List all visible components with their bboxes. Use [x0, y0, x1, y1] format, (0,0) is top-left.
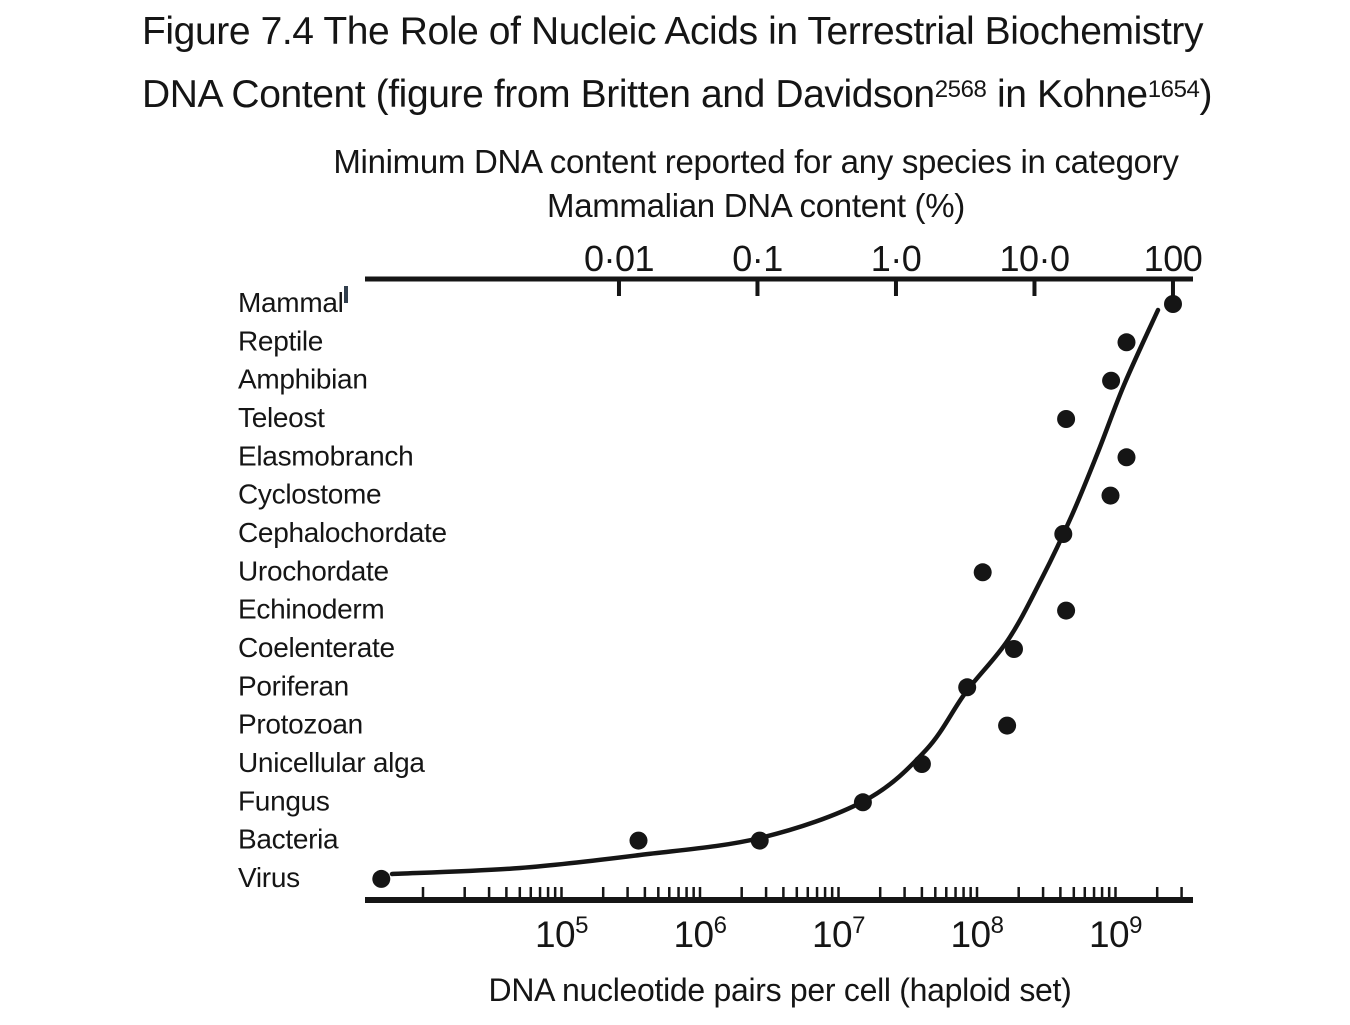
data-point-unicellular-alga	[912, 755, 931, 773]
category-label-virus: Virus	[238, 862, 300, 893]
category-label-amphibian: Amphibian	[238, 364, 368, 395]
category-label-reptile: Reptile	[238, 325, 323, 356]
data-point-echinoderm	[1057, 601, 1076, 620]
data-point-mammal	[1164, 295, 1182, 313]
data-point-poriferan	[958, 678, 977, 697]
data-point-bacteria	[629, 831, 648, 850]
chart-subtitle-block: Minimum DNA content reported for any spe…	[306, 140, 1206, 228]
top-axis-tick-labels: 0·01 0·1 1·0 10·0 100	[584, 238, 1203, 279]
category-label-coelenterate: Coelenterate	[238, 632, 395, 663]
figure-title-line2-mid: in Kohne	[986, 73, 1148, 116]
bottom-axis-tick-label-1e8: 108	[950, 912, 1003, 955]
data-points	[372, 295, 1182, 888]
category-label-urochordate: Urochordate	[238, 555, 389, 586]
top-axis-title: Mammalian DNA content (%)	[547, 187, 965, 224]
bottom-axis-title: DNA nucleotide pairs per cell (haploid s…	[488, 972, 1072, 1008]
data-point-cyclostome	[1101, 486, 1120, 505]
citation-superscript-kohne: 1654	[1147, 76, 1200, 103]
data-point-reptile	[1117, 333, 1136, 352]
category-label-unicellular-alga: Unicellular alga	[238, 747, 425, 778]
top-axis-tick-label-1: 1·0	[871, 238, 922, 279]
data-point-teleost	[1057, 410, 1076, 428]
category-label-fungus: Fungus	[238, 785, 330, 816]
figure-title-line2-post: )	[1199, 73, 1213, 116]
top-axis-tick-label-0.1: 0·1	[732, 238, 783, 279]
bottom-axis-tick-label-1e7: 107	[812, 912, 865, 955]
data-point-amphibian	[1102, 371, 1121, 390]
trend-curve	[389, 307, 1161, 877]
top-axis-ticks	[616, 281, 1175, 296]
category-label-protozoan: Protozoan	[238, 709, 363, 740]
data-point-protozoan	[998, 716, 1017, 735]
category-label-cephalochordate: Cephalochordate	[238, 517, 447, 548]
category-label-poriferan: Poriferan	[238, 670, 349, 701]
data-point-virus	[372, 869, 391, 888]
category-label-cyclostome: Cyclostome	[238, 479, 381, 510]
category-label-teleost: Teleost	[238, 402, 325, 433]
bottom-axis-ticks	[421, 887, 1183, 897]
figure-title-line2-pre: DNA Content (figure from Britten and Dav…	[142, 73, 935, 116]
data-point-cephalochordate	[1054, 525, 1073, 543]
top-axis-tick-label-0.01: 0·01	[584, 238, 654, 279]
top-axis-tick-label-100: 100	[1144, 238, 1203, 279]
data-point-fungus	[853, 793, 872, 812]
data-point-bacteria	[750, 831, 769, 850]
top-axis-tick-label-10: 10·0	[999, 238, 1069, 279]
citation-superscript-britten: 2568	[934, 76, 987, 103]
bottom-axis-tick-label-1e5: 105	[535, 912, 588, 955]
data-point-coelenterate	[1005, 640, 1023, 658]
chart-subtitle: Minimum DNA content reported for any spe…	[333, 143, 1179, 180]
bottom-axis-tick-label-1e6: 106	[673, 912, 726, 955]
figure-title-line2: DNA Content (figure from Britten and Dav…	[142, 73, 1302, 117]
category-label-elasmobranch: Elasmobranch	[238, 440, 413, 471]
category-labels: Mammal Reptile Amphibian Teleost Elasmobranc…	[238, 287, 447, 893]
bottom-axis-tick-label-1e9: 109	[1089, 912, 1142, 955]
data-point-elasmobranch	[1117, 448, 1136, 467]
figure-title-line1: Figure 7.4 The Role of Nucleic Acids in …	[142, 10, 1204, 53]
data-point-urochordate	[973, 563, 992, 582]
category-label-echinoderm: Echinoderm	[238, 594, 384, 625]
category-label-bacteria: Bacteria	[238, 824, 339, 855]
scan-artifact-mark	[344, 286, 348, 303]
bottom-axis-tick-labels: 105 106 107 108 109	[535, 912, 1143, 955]
category-label-mammal: Mammal	[238, 287, 344, 318]
